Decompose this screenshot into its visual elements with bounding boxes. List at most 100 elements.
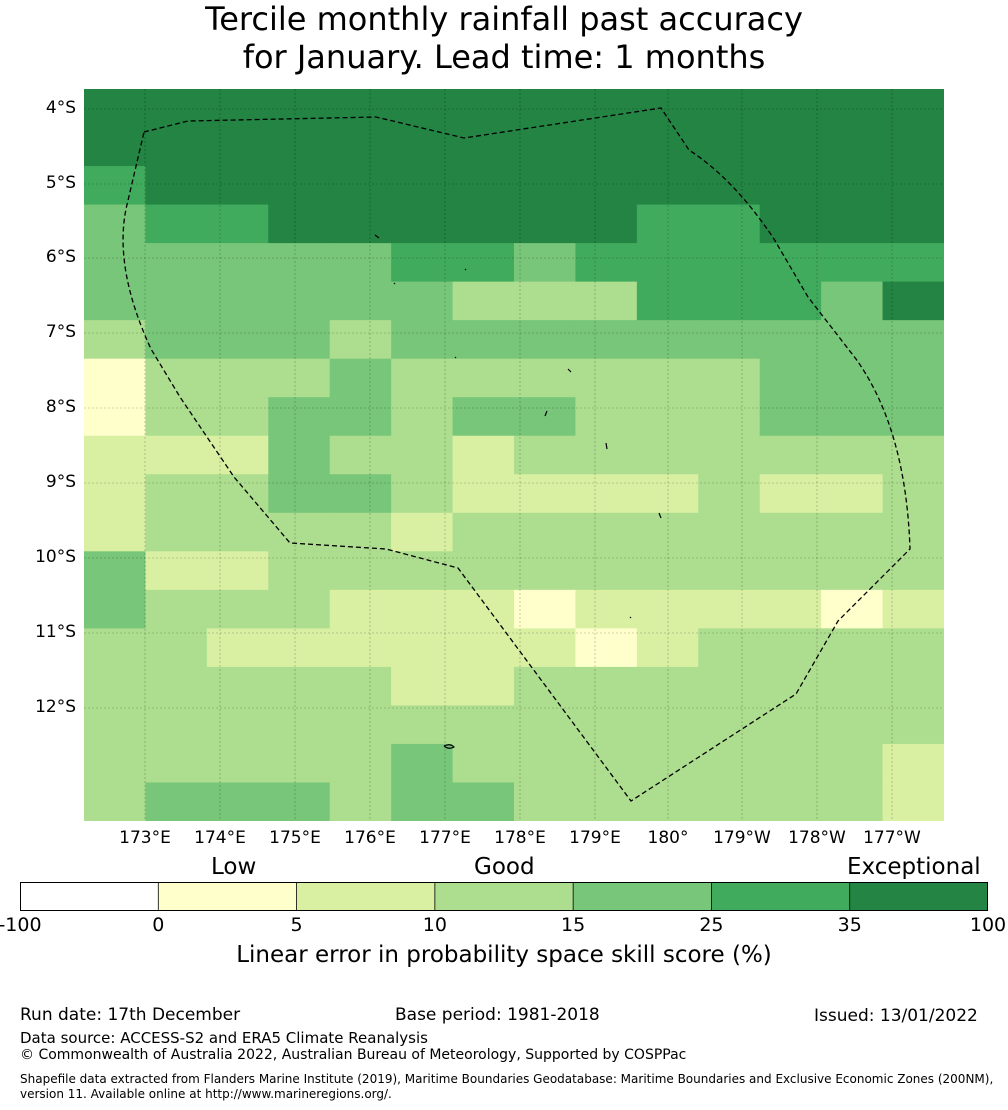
colorbar-label: Linear error in probability space skill … [236,942,772,968]
skill-cell [391,397,454,437]
skill-cell [145,127,208,167]
colorbar-category-low: Low [211,854,257,880]
skill-cell [145,166,208,206]
skill-cell [84,166,147,206]
skill-cell [698,127,761,167]
skill-cell [575,666,638,707]
colorbar-tick-label: -100 [0,914,42,936]
skill-cell [84,782,147,821]
skill-cell [636,551,699,591]
skill-cell [759,243,822,283]
map-title-line-1: Tercile monthly rainfall past accuracy [205,0,803,38]
colorbar-category-good: Good [474,854,535,880]
skill-cell [268,435,331,475]
skill-cell [514,551,577,591]
skill-cell [698,435,761,475]
skill-cell [882,512,944,552]
skill-cell [391,243,454,283]
latitude-label: 10°S [35,547,76,567]
skill-cell [821,358,884,398]
skill-cell [329,474,392,514]
skill-cell [759,782,822,821]
island [393,282,396,285]
skill-cell [452,474,515,514]
colorbar-tick-label: 25 [699,914,724,936]
copyright: © Commonwealth of Australia 2022, Austra… [20,1047,687,1063]
skill-cell [268,358,331,398]
skill-cell [575,743,638,784]
skill-cell [698,666,761,707]
skill-cell [698,89,761,129]
skill-cell [391,589,454,629]
skill-cell [575,243,638,283]
island [544,410,548,417]
skill-cell [329,782,392,821]
skill-cell [206,628,269,668]
skill-cell [821,666,884,707]
skill-cell [145,281,208,321]
island [658,512,662,519]
skill-cell [821,743,884,784]
skill-cell [882,166,944,206]
skill-cell [329,551,392,591]
skill-cell [391,666,454,707]
skill-cell [268,782,331,821]
skill-cell [759,166,822,206]
skill-cell [84,628,147,668]
island [567,368,572,373]
skill-cell [84,512,147,552]
longitude-label: 174°E [194,828,246,848]
skill-cell [636,397,699,437]
latitude-label: 12°S [35,697,76,717]
skill-cell [575,512,638,552]
skill-cell [206,281,269,321]
skill-cell [329,320,392,360]
skill-cell [452,204,515,244]
skill-cell [514,666,577,707]
skill-cell [759,435,822,475]
skill-cell [268,89,331,129]
skill-cell [145,705,208,745]
skill-cell [268,127,331,167]
skill-cell [329,89,392,129]
run-date: Run date: 17th December [20,1005,241,1025]
skill-cell [268,666,331,707]
skill-cell [882,551,944,591]
skill-cell [759,743,822,784]
skill-cell [821,89,884,129]
skill-cell [636,666,699,707]
skill-cell [698,281,761,321]
skill-cell [391,166,454,206]
skill-cell [452,705,515,745]
skill-cell [575,127,638,167]
skill-cell [145,474,208,514]
latitude-label: 11°S [35,622,76,642]
skill-cell [329,127,392,167]
skill-cell [882,204,944,244]
skill-cell [145,743,208,784]
shapefile-credit-line-2: version 11. Available online at http://w… [20,1087,392,1101]
colorbar-tick-label: 10 [422,914,447,936]
island [374,234,380,239]
eez-boundary [122,107,911,802]
skill-cell [452,127,515,167]
longitude-label: 177°E [419,828,471,848]
skill-cell [206,127,269,167]
skill-cell [452,435,515,475]
skill-cell [514,474,577,514]
skill-cell [452,320,515,360]
skill-cell [329,358,392,398]
skill-cell [759,281,822,321]
skill-cell [84,551,147,591]
skill-cell [329,243,392,283]
island [454,356,457,359]
skill-cell [821,589,884,629]
skill-score-map [84,89,944,821]
latitude-label: 9°S [45,472,76,492]
graticule [84,89,944,821]
skill-cell [452,397,515,437]
colorbar-segment [849,882,988,911]
skill-cell [636,782,699,821]
skill-cell [452,243,515,283]
colorbar [20,882,988,911]
